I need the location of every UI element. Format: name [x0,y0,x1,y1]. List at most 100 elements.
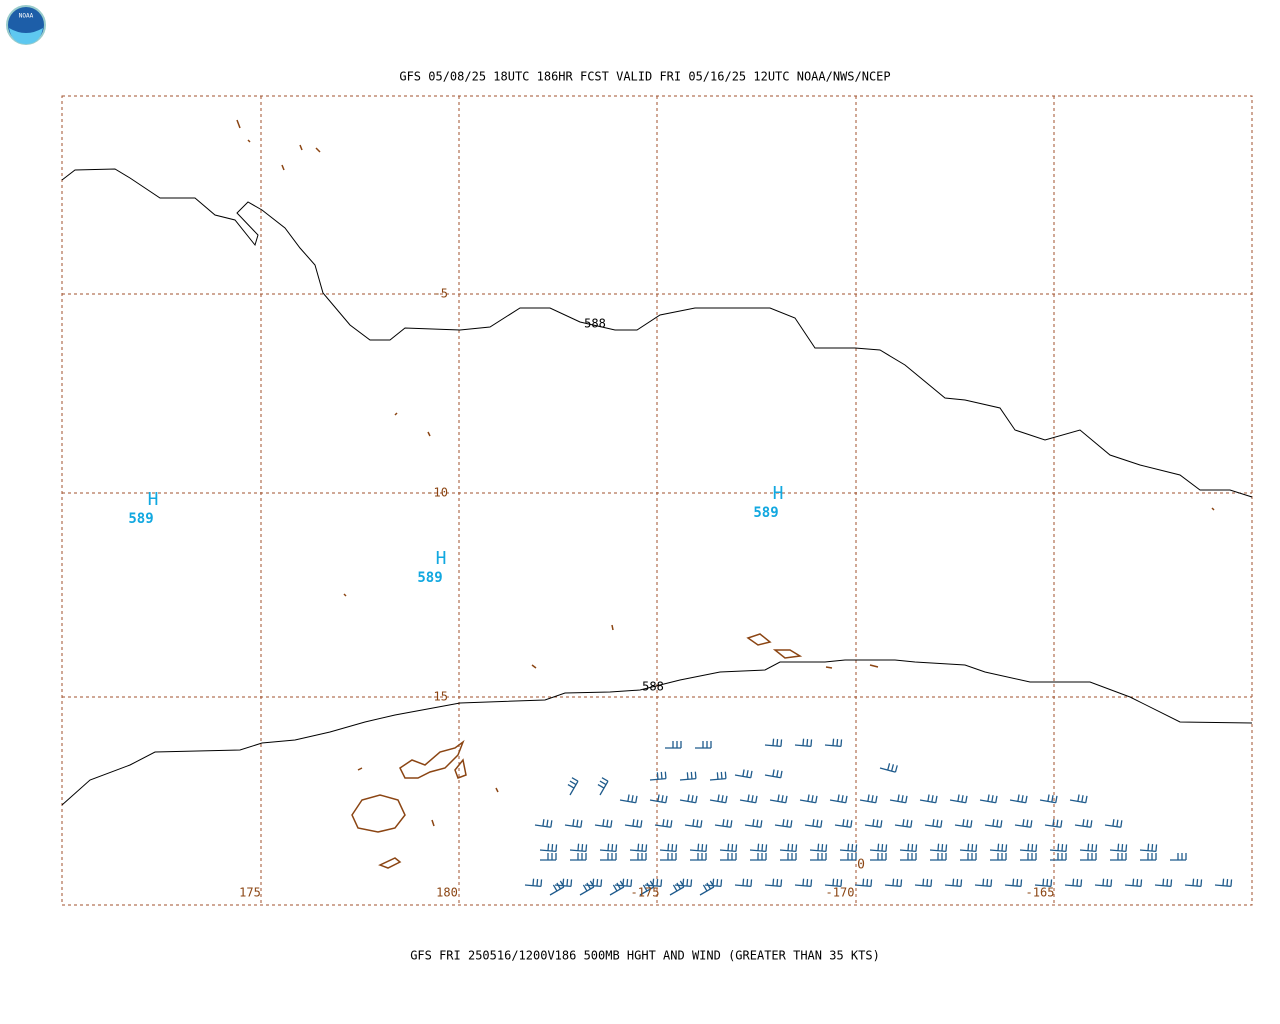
wind-barb [1079,843,1098,853]
wind-barb [579,880,595,896]
high-symbol: H [436,548,447,569]
contour-label: 588 [584,317,606,331]
wind-barb [624,819,643,828]
wind-barb [1074,819,1093,828]
wind-barb [549,880,565,896]
wind-barb [679,794,698,804]
wind-barb [594,819,613,828]
map-caption: GFS FRI 250516/1200V186 500MB HGHT AND W… [410,949,880,963]
wind-barb [764,878,783,888]
wind-barb [699,880,715,896]
wind-barb [540,853,557,861]
wind-barb [749,843,768,853]
wind-barb [714,819,733,828]
wind-barb [739,794,758,804]
wind-barb [1069,794,1088,804]
wind-barb [1014,819,1033,828]
minor-label: 0 [857,858,865,873]
wind-barb [1080,853,1097,861]
wind-barb [600,853,617,861]
wind-barb [629,843,648,853]
wind-barb [954,819,973,828]
wind-barb [630,853,647,861]
wind-barb [829,794,848,804]
wind-barb [1184,878,1203,888]
wind-barb [734,769,753,779]
wind-barb [659,843,678,853]
high-symbol: H [773,483,784,504]
wind-barb [1214,878,1233,888]
map-title: GFS 05/08/25 18UTC 186HR FCST VALID FRI … [399,70,890,84]
wind-barb [720,853,737,861]
wind-barb [769,794,788,804]
wind-barb [824,738,843,748]
wind-barb [1034,878,1053,888]
wind-barb [839,843,858,853]
wind-barb [764,769,783,779]
lon-label: -170 [826,886,855,900]
wind-barb [539,843,558,853]
wind-barb [810,853,827,861]
coastlines [236,119,1215,869]
wind-barb [639,880,655,896]
graticule [61,95,1253,906]
wind-barb [709,771,727,781]
wind-barb [744,819,763,828]
wind-barb [854,878,873,888]
wind-barb [884,878,903,888]
noaa-logo: NOAA [6,5,46,45]
wind-barb [984,819,1003,828]
wind-barb [1094,878,1113,888]
wind-barb [930,853,947,861]
wind-barb [669,880,685,896]
wind-barb [649,771,667,781]
wind-barb [609,880,625,896]
wind-barb [774,819,793,828]
wind-barb [834,819,853,828]
wind-barb [869,843,888,853]
wind-barb [719,843,738,853]
wind-barb [1110,853,1127,861]
wind-barb [1124,878,1143,888]
wind-barb [889,794,908,804]
wind-barb [564,819,583,828]
lat-label: -10 [426,486,448,500]
wind-barb [780,853,797,861]
wind-barb [804,819,823,828]
wind-barb [894,819,913,828]
wind-barb [695,741,712,749]
wind-barb [1140,853,1157,861]
wind-barb [914,878,933,888]
wind-barb [959,843,978,853]
wind-barb [570,853,587,861]
wind-barb [979,794,998,804]
wind-barb [734,878,753,888]
wind-barb [989,843,1008,853]
lon-label: 180 [436,886,458,900]
wind-barb [1020,853,1037,861]
wind-barb [654,819,673,828]
contour-label: 588 [642,680,664,694]
wind-barb [534,819,553,828]
wind-barb [944,878,963,888]
high-value: 589 [417,570,442,586]
wind-barb [870,853,887,861]
high-symbol: H [148,489,159,510]
wind-barb [840,853,857,861]
wind-barb [1064,878,1083,888]
high-value: 589 [753,505,778,521]
wind-barb [799,794,818,804]
lat-label: -5 [434,287,448,301]
wind-barb [900,853,917,861]
wind-barb [524,878,543,888]
wind-barb [824,878,843,888]
wind-barb [1009,794,1028,804]
lon-label: -175 [631,886,660,900]
wind-barb [764,738,783,748]
wind-barb [990,853,1007,861]
wind-barb [1049,843,1068,853]
wind-barb [1050,853,1067,861]
wind-barb [779,843,798,853]
wind-barb [1104,819,1123,828]
